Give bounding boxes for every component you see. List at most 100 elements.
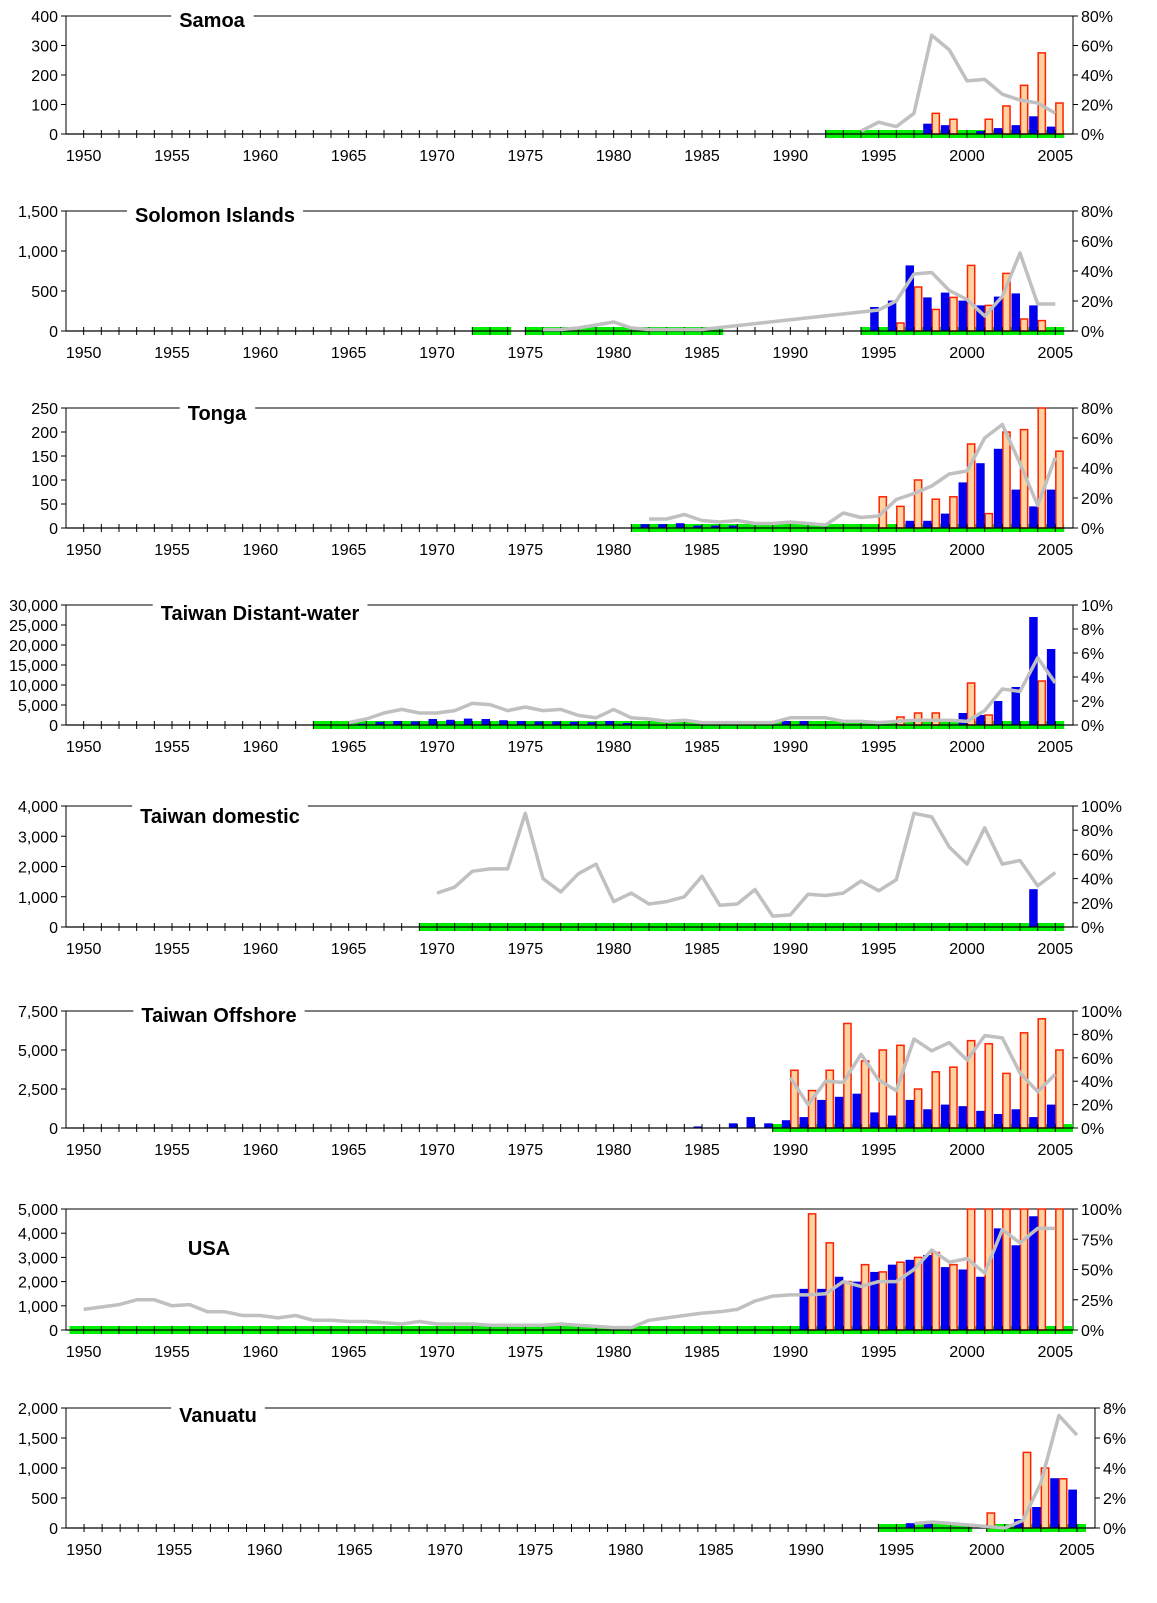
red-bar: [1002, 431, 1011, 529]
x-tick-label: 2005: [1059, 1542, 1095, 1559]
x-tick-label: 1985: [698, 1542, 734, 1559]
blue-bar: [958, 713, 967, 725]
red-bar: [1058, 1478, 1068, 1529]
y-tick-label: 4,000: [18, 1226, 58, 1243]
x-tick-label: 1990: [773, 1344, 809, 1361]
red-bar: [984, 512, 994, 529]
x-tick-label: 1965: [331, 1142, 367, 1159]
red-bar: [1019, 84, 1029, 135]
x-tick-label: 1970: [427, 1542, 463, 1559]
red-bar: [843, 1280, 852, 1331]
x-tick-label: 1955: [154, 941, 190, 958]
red-bar: [1055, 102, 1064, 135]
blue-bar: [958, 300, 967, 331]
blue-bar: [852, 1281, 861, 1330]
x-tick-label: 1980: [608, 1542, 644, 1559]
blue-bar: [375, 721, 384, 725]
y-tick-label: 25,000: [9, 618, 58, 635]
blue-bar: [958, 482, 967, 528]
red-bar: [931, 1071, 941, 1129]
y2-tick-label: 40%: [1081, 68, 1113, 85]
blue-bar: [1029, 1216, 1038, 1330]
blue-bar: [940, 125, 950, 134]
x-tick-label: 1990: [773, 148, 809, 165]
blue-bar: [976, 1276, 985, 1330]
red-bar: [1037, 319, 1047, 332]
y2-tick-label: 0%: [1081, 718, 1104, 735]
y2-tick-label: 8%: [1103, 1401, 1126, 1418]
y-tick-label: 0: [49, 324, 58, 341]
chart-title: Samoa: [179, 10, 245, 32]
x-tick-label: 1990: [773, 739, 809, 756]
x-tick-label: 1950: [66, 739, 102, 756]
x-tick-label: 1975: [508, 345, 544, 362]
y-tick-label: 5,000: [18, 1043, 58, 1060]
y2-tick-label: 60%: [1081, 847, 1113, 864]
blue-bar: [923, 123, 932, 134]
red-bar: [1019, 1208, 1029, 1331]
x-tick-label: 1955: [154, 345, 190, 362]
y2-tick-label: 40%: [1081, 264, 1113, 281]
blue-bar: [887, 1115, 897, 1128]
x-tick-label: 1965: [337, 1542, 373, 1559]
y2-tick-label: 0%: [1081, 127, 1104, 144]
chart-title-bg: [179, 1236, 239, 1262]
red-bar: [949, 118, 958, 135]
y2-tick-label: 8%: [1081, 622, 1104, 639]
y-tick-label: 100: [31, 473, 58, 490]
blue-bar: [516, 721, 526, 725]
red-bar: [1037, 1018, 1047, 1129]
x-tick-label: 1950: [66, 542, 102, 559]
x-tick-label: 1990: [773, 1142, 809, 1159]
blue-bar: [799, 1117, 808, 1128]
red-bar: [1002, 1208, 1011, 1331]
blue-bar: [499, 720, 508, 725]
blue-bar: [1046, 1104, 1056, 1128]
blue-bar: [905, 1523, 915, 1528]
y2-tick-label: 0%: [1081, 521, 1104, 538]
x-tick-label: 2000: [949, 941, 985, 958]
blue-bar: [1029, 1117, 1038, 1128]
chart-panel: 0 50 100 150 200 250 0% 20% 40% 60% 80% 1950 1955 196…: [31, 401, 1113, 559]
y2-tick-label: 80%: [1081, 823, 1113, 840]
x-tick-label: 1995: [861, 1142, 897, 1159]
y-tick-label: 2,000: [18, 1275, 58, 1292]
red-bar: [1037, 680, 1047, 726]
red-bar: [931, 308, 941, 332]
x-tick-label: 1990: [773, 542, 809, 559]
blue-bar: [711, 525, 720, 528]
x-tick-label: 1955: [154, 542, 190, 559]
x-tick-label: 2005: [1038, 1344, 1074, 1361]
y2-tick-label: 0%: [1081, 1121, 1104, 1138]
y-tick-label: 300: [31, 39, 58, 56]
y-tick-label: 1,500: [18, 204, 58, 221]
x-tick-label: 1960: [243, 1344, 279, 1361]
x-tick-label: 1985: [684, 1142, 720, 1159]
blue-bar: [940, 1104, 950, 1128]
blue-bar: [640, 524, 649, 528]
blue-bar: [764, 1123, 773, 1128]
blue-bar: [817, 1099, 826, 1128]
x-tick-label: 1955: [154, 739, 190, 756]
red-bar: [1037, 407, 1047, 529]
x-tick-label: 1980: [596, 1344, 632, 1361]
y-tick-label: 0: [49, 1521, 58, 1538]
red-bar: [913, 479, 923, 529]
y2-tick-label: 60%: [1081, 234, 1113, 251]
percent-line: [788, 1033, 1057, 1107]
red-bar: [913, 286, 923, 332]
blue-bar: [993, 296, 1003, 331]
blue-bar: [1011, 293, 1020, 331]
x-tick-label: 1950: [66, 941, 102, 958]
red-bar: [1055, 450, 1064, 529]
y-tick-label: 0: [49, 1121, 58, 1138]
y2-tick-label: 40%: [1081, 461, 1113, 478]
blue-bar: [940, 513, 950, 528]
red-bar: [896, 322, 905, 332]
x-tick-label: 1965: [331, 542, 367, 559]
blue-bar: [834, 1276, 844, 1330]
y-tick-label: 1,000: [18, 890, 58, 907]
x-tick-label: 2000: [949, 1142, 985, 1159]
percent-line: [348, 656, 1057, 725]
